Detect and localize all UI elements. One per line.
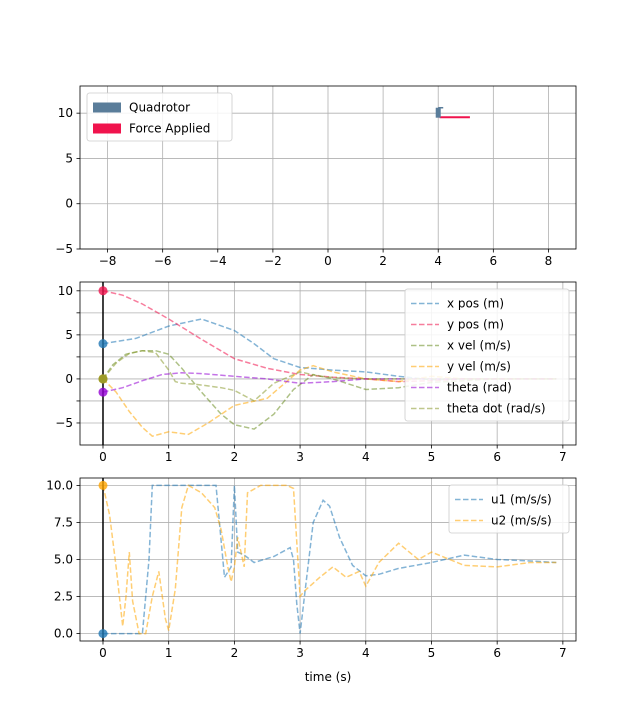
legend: x pos (m) y pos (m) x vel (m/s) y vel (m/s)… xyxy=(404,288,570,422)
legend-frame xyxy=(404,288,570,422)
y-tick-label: 10 xyxy=(58,106,73,120)
y-tick-label: 0 xyxy=(65,372,73,386)
legend-label: theta dot (rad/s) xyxy=(447,402,546,416)
axes-frame xyxy=(79,281,577,446)
x-tick-label: −2 xyxy=(264,254,282,268)
legend-frame xyxy=(86,92,233,142)
y-tick-label: −5 xyxy=(55,416,73,430)
legend-label: Force Applied xyxy=(129,122,210,136)
x-tick-label: 5 xyxy=(428,450,436,464)
x-tick-label: 2 xyxy=(379,254,387,268)
series-marker-5 xyxy=(98,387,108,397)
y-tick-label: 5.0 xyxy=(54,553,73,567)
axes-frame xyxy=(79,477,577,642)
legend: Quadrotor Force Applied xyxy=(86,92,233,142)
plot-area xyxy=(98,478,557,641)
series-line-2 xyxy=(102,484,557,635)
x-tick-label: −8 xyxy=(99,254,117,268)
x-tick-label: 3 xyxy=(296,646,304,660)
series-line-4 xyxy=(102,364,557,438)
series-marker-1 xyxy=(98,629,108,639)
x-tick-label: 8 xyxy=(545,254,553,268)
legend-label: y vel (m/s) xyxy=(447,360,511,374)
legend-swatch xyxy=(93,102,121,113)
x-axis-label: time (s) xyxy=(305,670,352,684)
y-tick-label: 7.5 xyxy=(54,515,73,529)
x-tick-label: 3 xyxy=(296,450,304,464)
axes-frame xyxy=(79,85,577,250)
y-tick-label: 5 xyxy=(65,328,73,342)
y-tick-label: 0 xyxy=(65,197,73,211)
x-tick-label: 6 xyxy=(490,254,498,268)
y-tick-label: −5 xyxy=(55,242,73,256)
x-tick-label: 0 xyxy=(99,450,107,464)
y-tick-label: 2.5 xyxy=(54,590,73,604)
x-tick-label: 0 xyxy=(99,646,107,660)
legend-label: x pos (m) xyxy=(447,297,504,311)
x-tick-label: 4 xyxy=(362,450,370,464)
legend-label: Quadrotor xyxy=(129,101,190,115)
x-tick-label: 7 xyxy=(559,450,567,464)
quadrotor-body xyxy=(435,107,441,118)
series-marker-6 xyxy=(98,374,108,384)
series-marker-1 xyxy=(98,339,108,349)
x-tick-label: 6 xyxy=(493,646,501,660)
axes-3: 0 1 2 3 4 5 6 7 0.0 2.5 5.0 7.5 10.0 time (s) u1 (m/s/… xyxy=(46,477,577,684)
x-tick-label: 5 xyxy=(428,646,436,660)
legend: u1 (m/s/s) u2 (m/s/s) xyxy=(448,484,570,534)
series-line-5 xyxy=(102,372,557,393)
legend-label: y pos (m) xyxy=(447,318,504,332)
y-tick-label: 10 xyxy=(58,284,73,298)
y-tick-label: 10.0 xyxy=(46,478,73,492)
x-tick-label: 4 xyxy=(434,254,442,268)
series-marker-2 xyxy=(98,480,108,490)
y-tick-label: 0.0 xyxy=(54,627,73,641)
x-tick-label: −6 xyxy=(154,254,172,268)
x-tick-label: 1 xyxy=(165,450,173,464)
x-tick-label: 6 xyxy=(493,450,501,464)
plot-area xyxy=(435,106,470,119)
x-tick-label: −4 xyxy=(209,254,227,268)
x-tick-label: 4 xyxy=(362,646,370,660)
y-tick-label: 5 xyxy=(65,151,73,165)
legend-label: u1 (m/s/s) xyxy=(491,493,552,507)
legend-label: theta (rad) xyxy=(447,381,512,395)
series-marker-2 xyxy=(98,286,108,296)
legend-swatch xyxy=(93,123,121,134)
x-tick-label: 7 xyxy=(559,646,567,660)
x-tick-label: 2 xyxy=(231,646,239,660)
axes-2: 0 1 2 3 4 5 6 7 −5 0 5 10 x pos (m) y pos (m) x vel (m… xyxy=(55,281,577,464)
legend-label: x vel (m/s) xyxy=(447,339,511,353)
x-tick-label: 2 xyxy=(231,450,239,464)
x-tick-label: 1 xyxy=(165,646,173,660)
legend-label: u2 (m/s/s) xyxy=(491,514,552,528)
axes-1: −8 −6 −4 −2 0 2 4 6 8 −5 0 5 10 Quadrotor Force Applie… xyxy=(55,85,577,268)
x-tick-label: 0 xyxy=(324,254,332,268)
